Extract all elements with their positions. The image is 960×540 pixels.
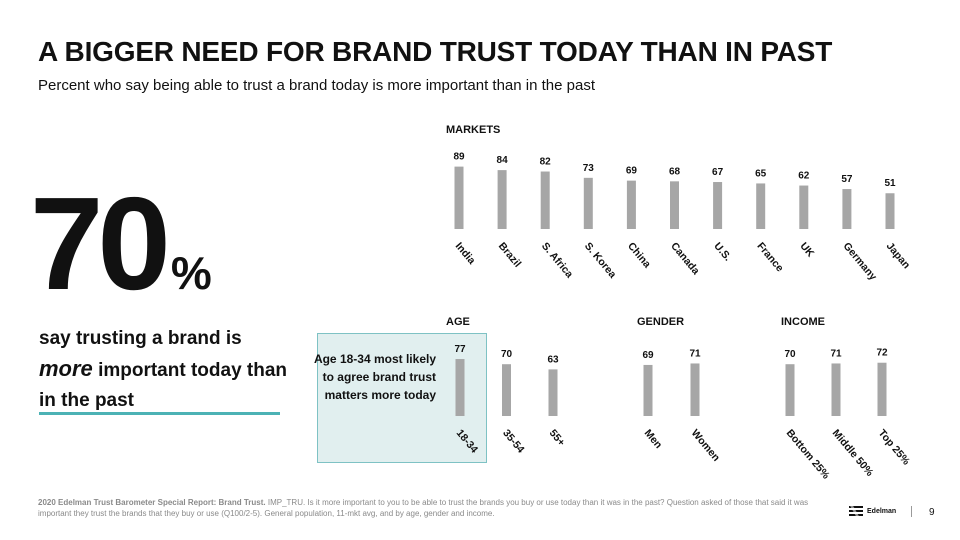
page-title: A BIGGER NEED FOR BRAND TRUST TODAY THAN… — [38, 36, 833, 67]
markets-value-uk: 62 — [798, 171, 810, 182]
age-value-55: 63 — [547, 354, 559, 365]
age-label-35-54: 35-54 — [500, 427, 527, 455]
headline-statement: say trusting a brand is more important t… — [39, 324, 289, 416]
gender-value-women: 71 — [689, 348, 701, 359]
markets-bar-canada — [670, 181, 679, 229]
income-bar-middle-50 — [831, 363, 841, 416]
markets-value-s-africa: 82 — [540, 157, 552, 168]
gender-label-men: Men — [642, 427, 665, 451]
income-bar-top-25 — [877, 362, 887, 416]
markets-value-brazil: 84 — [497, 155, 509, 166]
markets-value-u-s: 67 — [712, 167, 724, 178]
statement-emphasis: more — [39, 356, 93, 381]
income-label-top-25: Top 25% — [876, 427, 913, 468]
markets-bar-u-s — [713, 182, 723, 229]
markets-label-s-africa: S. Africa — [539, 240, 575, 280]
age-label-18-34: 18-34 — [454, 427, 481, 455]
markets-bar-germany — [842, 189, 852, 229]
page-separator — [911, 506, 912, 517]
edelman-logo-text: Edelman — [867, 507, 897, 515]
markets-value-germany: 57 — [841, 174, 853, 185]
page-number: 9 — [929, 507, 935, 518]
age-section-title: AGE — [446, 316, 470, 328]
gender-bar-men — [643, 364, 653, 416]
markets-bar-s-africa — [540, 171, 550, 229]
footnote-text: IMP_TRU. Is it more important to you to … — [38, 498, 809, 518]
age-bar-18-34 — [455, 359, 465, 416]
markets-label-uk: UK — [798, 240, 817, 260]
income-bar-bottom-25 — [785, 364, 795, 416]
markets-value-china: 69 — [626, 166, 638, 177]
gender-label-women: Women — [689, 427, 722, 464]
markets-value-france: 65 — [755, 168, 767, 179]
footnote-source: 2020 Edelman Trust Barometer Special Rep… — [38, 498, 266, 507]
markets-bar-uk — [799, 185, 809, 229]
income-value-middle-50: 71 — [830, 348, 842, 359]
gender-chart: 69 Men 71 Women — [642, 348, 722, 463]
gender-bar-women — [690, 363, 700, 416]
age-value-18-34: 77 — [454, 344, 466, 355]
teal-divider — [39, 412, 280, 415]
markets-bar-china — [626, 180, 636, 229]
income-chart: 70 Bottom 25% 71 Middle 50% 72 Top 25% — [784, 348, 913, 482]
markets-bar-s-korea — [583, 177, 593, 229]
age-bar-55 — [548, 369, 558, 416]
age-bar-35-54 — [502, 364, 511, 416]
age-chart: 77 18-34 70 35-54 63 55+ — [454, 344, 568, 456]
income-label-bottom-25: Bottom 25% — [784, 427, 833, 482]
statement-line-2: important today than in the past — [39, 360, 288, 411]
age-callout-text: Age 18-34 most likely to agree brand tru… — [313, 352, 436, 402]
markets-bar-france — [756, 183, 766, 229]
markets-label-japan: Japan — [884, 240, 913, 271]
markets-value-canada: 68 — [669, 166, 681, 177]
income-value-top-25: 72 — [876, 348, 888, 359]
markets-label-germany: Germany — [841, 240, 880, 283]
footnote: 2020 Edelman Trust Barometer Special Rep… — [38, 497, 828, 519]
edelman-logo-icon — [849, 504, 863, 518]
markets-value-japan: 51 — [884, 178, 896, 189]
markets-bar-brazil — [497, 170, 507, 229]
markets-label-india: India — [453, 240, 478, 267]
markets-chart: 89 India 84 Brazil 82 S. Africa 73 S. Korea 69 Ch… — [453, 152, 913, 283]
statement-line-1: say trusting a brand is — [39, 328, 242, 349]
markets-bar-japan — [885, 193, 895, 229]
headline-unit: % — [170, 247, 212, 299]
markets-label-france: France — [754, 240, 785, 274]
markets-label-brazil: Brazil — [496, 240, 524, 270]
headline-number: 70 — [30, 170, 171, 317]
markets-value-s-korea: 73 — [583, 163, 595, 174]
markets-label-s-korea: S. Korea — [582, 240, 619, 280]
gender-value-men: 69 — [642, 350, 654, 361]
income-label-middle-50: Middle 50% — [830, 427, 876, 479]
gender-section-title: GENDER — [637, 316, 685, 328]
markets-label-china: China — [625, 240, 653, 270]
markets-bar-india — [454, 166, 464, 229]
age-label-55: 55+ — [547, 427, 568, 448]
markets-label-canada: Canada — [668, 240, 702, 277]
markets-label-u-s: U.S. — [711, 240, 733, 263]
edelman-logo: Edelman — [848, 503, 896, 519]
headline-stat: 70% — [30, 178, 212, 310]
income-value-bottom-25: 70 — [784, 349, 796, 360]
age-value-35-54: 70 — [501, 349, 513, 360]
markets-section-title: MARKETS — [446, 124, 501, 136]
markets-value-india: 89 — [453, 152, 465, 163]
page-subtitle: Percent who say being able to trust a br… — [38, 77, 595, 94]
income-section-title: INCOME — [781, 316, 825, 328]
